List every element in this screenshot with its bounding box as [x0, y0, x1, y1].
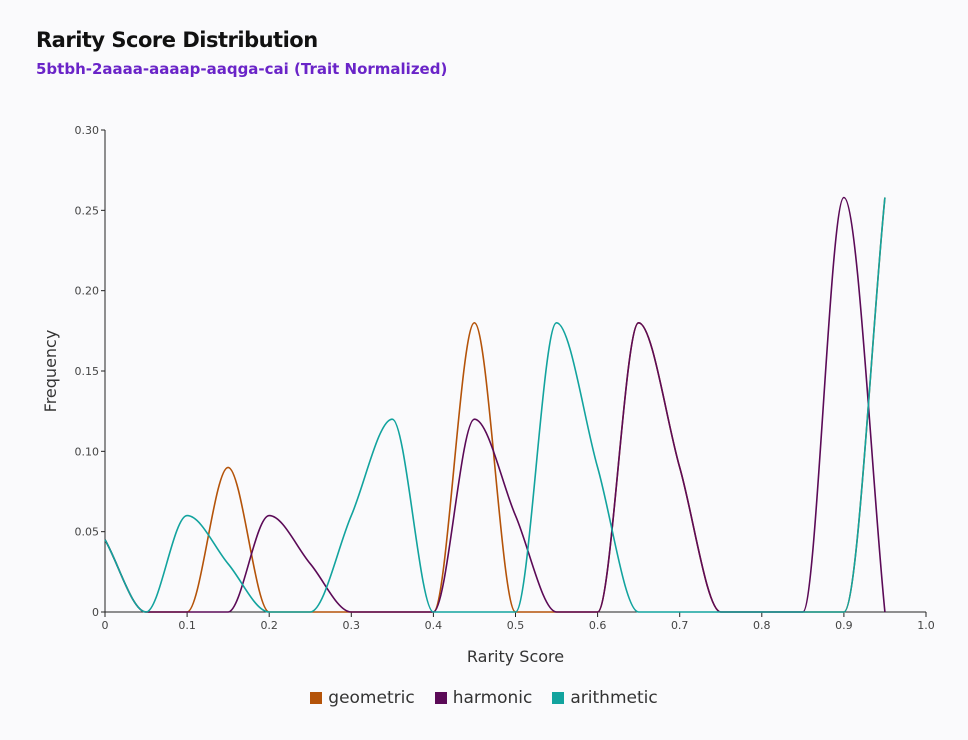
axes: 0 0.05 0.10 0.15 0.20 0.25 0.30 0 0.1 0.2 0.3 0.4 0.… [75, 124, 935, 632]
x-tick-label: 0.4 [425, 619, 443, 632]
chart-subtitle: 5btbh-2aaaa-aaaap-aaqga-cai (Trait Norma… [36, 60, 448, 78]
x-tick-label: 0.5 [507, 619, 525, 632]
legend-label: geometric [328, 688, 415, 708]
legend-item-arithmetic[interactable]: arithmetic [552, 688, 658, 708]
x-tick-label: 0.7 [671, 619, 689, 632]
legend-item-harmonic[interactable]: harmonic [434, 688, 533, 708]
x-tick-label: 0.3 [343, 619, 361, 632]
series-line-harmonic [104, 196, 886, 613]
legend-label: arithmetic [570, 688, 658, 708]
y-axis-title: Frequency [41, 330, 60, 413]
y-tick-label: 0.15 [75, 365, 100, 378]
legend-item-geometric[interactable]: geometric [310, 688, 415, 708]
rarity-chart: 0 0.05 0.10 0.15 0.20 0.25 0.30 0 0.1 0.2 0.3 0.4 0.… [41, 124, 935, 666]
x-tick-label: 0.2 [260, 619, 278, 632]
y-tick-label: 0.05 [75, 526, 100, 539]
x-tick-label: 0.6 [589, 619, 607, 632]
legend-swatch [552, 692, 565, 704]
legend-label: harmonic [452, 688, 533, 708]
x-tick-label: 0.1 [178, 619, 196, 632]
series-line-geometric [104, 197, 886, 613]
x-tick-label: 0.9 [835, 619, 853, 632]
series-layer [104, 196, 886, 613]
legend-swatch [434, 692, 447, 704]
y-tick-label: 0.30 [75, 124, 100, 137]
y-tick-label: 0.20 [75, 285, 100, 298]
x-tick-label: 0.8 [753, 619, 771, 632]
chart-title: Rarity Score Distribution [36, 28, 318, 52]
legend: geometric harmonic arithmetic [0, 688, 968, 708]
y-tick-label: 0.10 [75, 445, 100, 458]
y-tick-label: 0.25 [75, 204, 100, 217]
x-axis-title: Rarity Score [467, 647, 564, 666]
series-line-arithmetic [104, 197, 886, 613]
legend-swatch [310, 692, 323, 704]
x-tick-label: 0 [102, 619, 109, 632]
x-tick-label: 1.0 [917, 619, 935, 632]
y-tick-label: 0 [92, 606, 99, 619]
